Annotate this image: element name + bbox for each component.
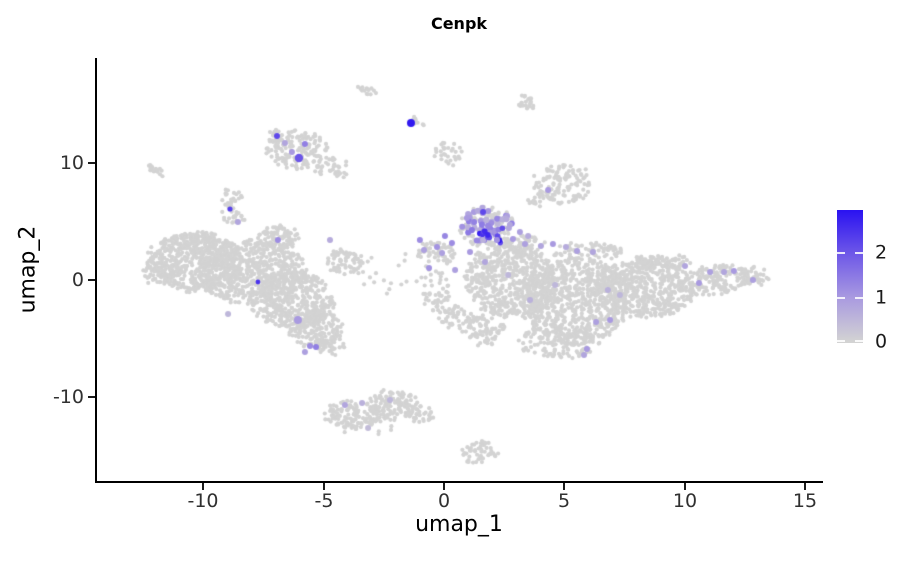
legend-tick	[837, 252, 845, 254]
x-tick	[563, 483, 565, 490]
y-axis-title: umap_2	[15, 225, 41, 314]
x-tick	[684, 483, 686, 490]
y-axis-line	[95, 58, 97, 483]
legend-colorbar	[837, 210, 863, 343]
x-tick-label: 5	[557, 490, 571, 512]
legend-label: 2	[875, 241, 888, 264]
x-tick	[323, 483, 325, 490]
y-tick-label: 0	[71, 269, 84, 291]
y-tick-label: 10	[59, 152, 84, 174]
x-axis-title: umap_1	[415, 512, 503, 537]
y-tick	[88, 162, 95, 164]
x-tick-label: 0	[437, 490, 451, 512]
x-tick	[804, 483, 806, 490]
x-tick-label: -10	[187, 490, 219, 512]
legend-label: 1	[875, 286, 888, 309]
y-tick	[88, 396, 95, 398]
legend-label: 0	[875, 330, 888, 353]
x-tick-label: 15	[792, 490, 818, 512]
x-tick	[443, 483, 445, 490]
legend-tick	[855, 340, 863, 342]
legend-tick	[837, 297, 845, 299]
x-tick-label: -5	[314, 490, 334, 512]
y-tick	[88, 279, 95, 281]
x-tick	[202, 483, 204, 490]
chart-title: Cenpk	[430, 14, 488, 33]
x-axis-line	[95, 481, 823, 483]
legend-tick	[855, 252, 863, 254]
x-tick-label: 10	[672, 490, 698, 512]
legend-tick	[855, 297, 863, 299]
y-tick-label: -10	[52, 386, 84, 408]
legend-tick	[837, 340, 845, 342]
